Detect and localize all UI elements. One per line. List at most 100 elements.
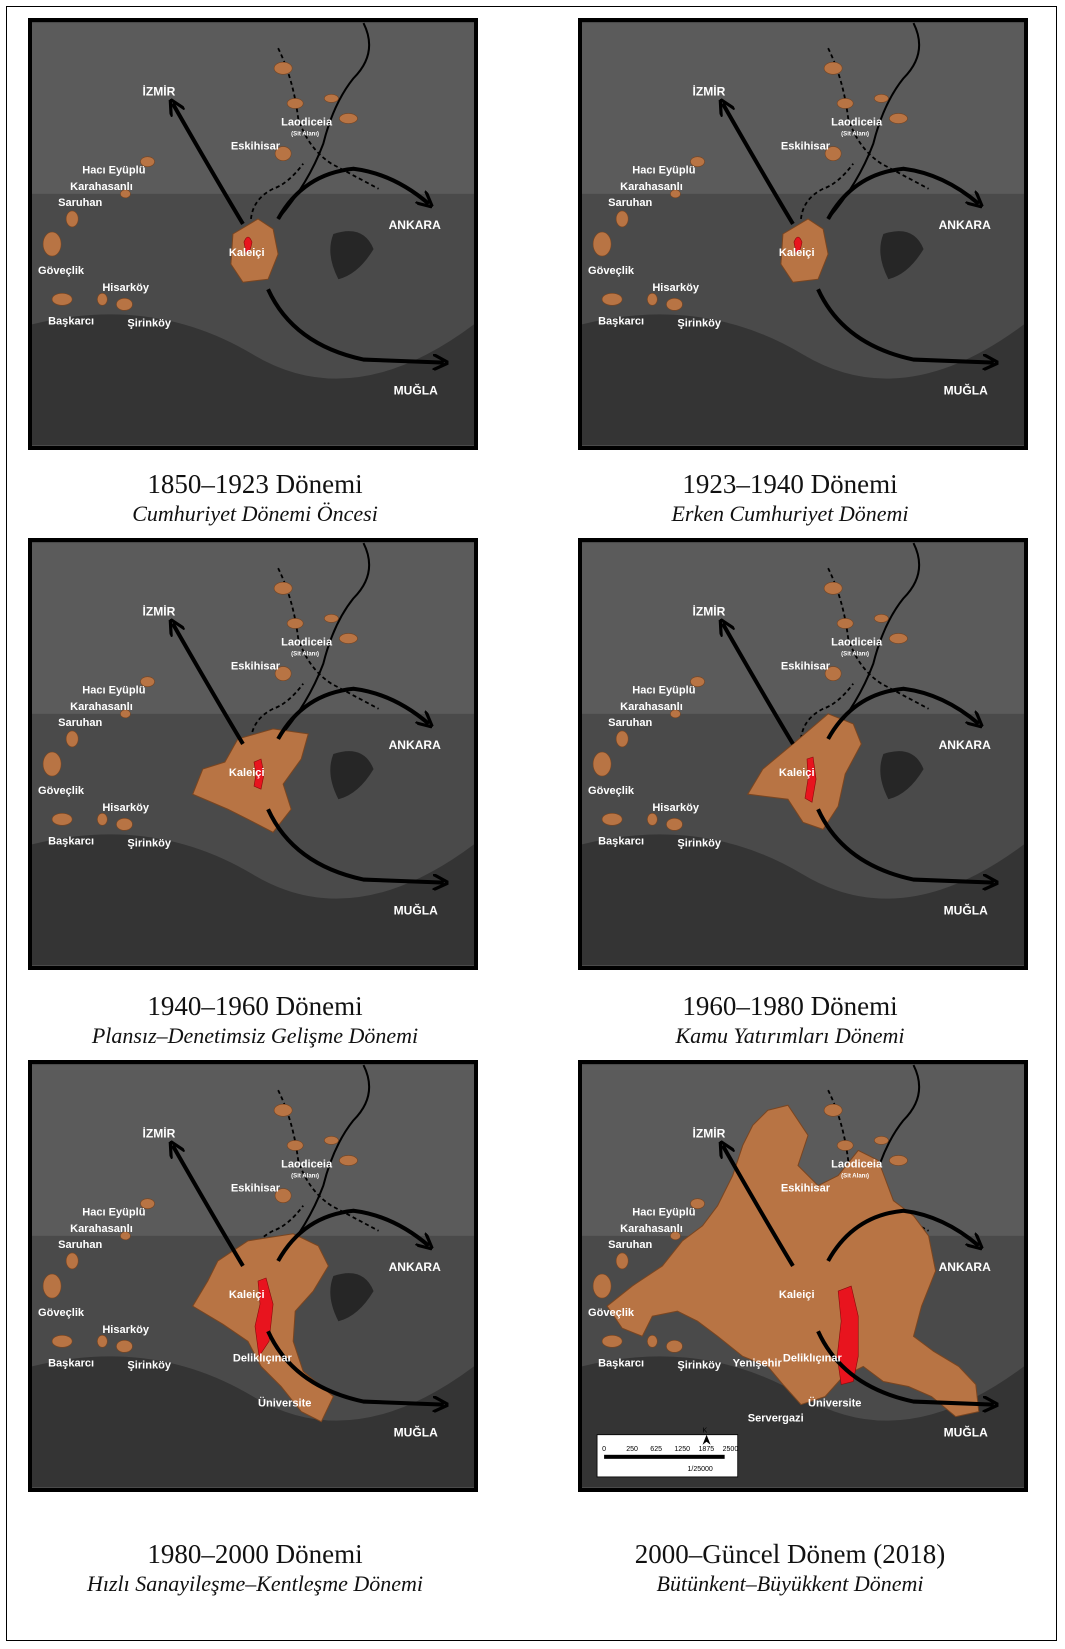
- label-saruhan: Saruhan: [58, 197, 102, 209]
- label-kaleici: Kaleiçi: [229, 1289, 265, 1301]
- dashed-road: [827, 1089, 929, 1232]
- settlement-blob: [615, 730, 629, 748]
- label-eskihisar: Eskihisar: [781, 141, 831, 153]
- label-hisarkoy: Hisarköy: [102, 802, 150, 814]
- label-mugla: MUĞLA: [394, 383, 438, 398]
- settlement-blob: [51, 292, 73, 306]
- label-laodiceia: Laodiceia: [281, 637, 333, 649]
- mugla-arrow: [266, 288, 444, 362]
- label-ankara: ANKARA: [389, 218, 441, 232]
- label-goveclik: Göveçlik: [588, 265, 635, 277]
- mugla-arrow: [816, 1330, 994, 1404]
- label-haci-eyuplu: Hacı Eyüplü: [82, 165, 145, 177]
- settlement-blob: [120, 189, 131, 199]
- label-eskihisar: Eskihisar: [231, 141, 281, 153]
- dark-water-patch: [330, 751, 374, 800]
- settlement-blob: [120, 709, 131, 719]
- label-goveclik: Göveçlik: [588, 1307, 635, 1319]
- settlement-blob: [324, 614, 339, 623]
- dashed-road-2: [250, 683, 304, 740]
- settlement-blob: [889, 113, 908, 124]
- settlement-blob: [339, 113, 358, 124]
- settlement-blob: [273, 1103, 293, 1117]
- mugla-arrow: [266, 808, 444, 882]
- settlement-blob: [615, 1252, 629, 1270]
- dashed-road-2: [250, 163, 304, 220]
- ankara-arrow: [276, 1208, 429, 1262]
- settlement-blob: [140, 676, 155, 687]
- settlement-blob: [646, 812, 658, 826]
- ankara-arrow: [826, 166, 979, 220]
- label-deliklicinar: Deliklıçınar: [783, 1352, 843, 1364]
- label-karahasanli: Karahasanlı: [620, 181, 683, 193]
- label-sit-alani: (Sit Alanı): [841, 1174, 869, 1180]
- north-arrow-icon: [702, 1434, 711, 1445]
- mountain-shadow: [582, 314, 1024, 445]
- ankara-arrow: [826, 1208, 979, 1262]
- label-haci-eyuplu: Hacı Eyüplü: [632, 165, 695, 177]
- upland-texture: [32, 23, 474, 194]
- railway-line: [277, 22, 371, 220]
- label-izmir: İZMİR: [143, 1125, 176, 1140]
- label-baskarci: Başkarcı: [48, 835, 94, 847]
- dashed-road: [827, 567, 929, 710]
- label-universite: Üniversite: [258, 1397, 311, 1410]
- label-baskarci: Başkarcı: [48, 1357, 94, 1369]
- label-eskihisar: Eskihisar: [781, 661, 831, 673]
- settlement-blob: [592, 1273, 612, 1299]
- mountain-shadow: [32, 314, 474, 445]
- mugla-arrow: [266, 1330, 444, 1404]
- figure-frame: [6, 6, 1057, 1641]
- ankara-arrow: [276, 166, 429, 220]
- label-saruhan: Saruhan: [58, 1239, 102, 1251]
- settlement-blob: [274, 146, 292, 161]
- railway-line: [277, 1064, 371, 1262]
- label-izmir: İZMİR: [693, 1125, 726, 1140]
- dashed-road: [277, 1089, 379, 1232]
- label-sit-alani: (Sit Alanı): [841, 132, 869, 138]
- settlement-blob: [889, 1155, 908, 1166]
- period-subtitle: Hızlı Sanayileşme–Kentleşme Dönemi: [86, 1571, 424, 1596]
- caption-1850-1923: 1850–1923 Dönemi Cumhuriyet Dönemi Önces…: [20, 468, 490, 528]
- settlement-blob: [42, 231, 62, 257]
- ankara-arrow: [276, 686, 429, 740]
- settlement-blob: [140, 1198, 155, 1209]
- label-laodiceia: Laodiceia: [831, 117, 883, 129]
- label-eskihisar: Eskihisar: [231, 661, 281, 673]
- map-panel-1980-2000: İZMİR ANKARA MUĞLA Laodiceia (Sit Alanı) Eski…: [28, 1060, 478, 1492]
- settlement-blob: [601, 292, 623, 306]
- map-1923-1940: İZMİR ANKARA MUĞLA Laodiceia (Sit Alanı) Eski…: [582, 22, 1024, 445]
- period-subtitle: Kamu Yatırımları Dönemi: [675, 1023, 905, 1048]
- map-1960-1980: İZMİR ANKARA MUĞLA Laodiceia (Sit Alanı) Eski…: [582, 542, 1024, 965]
- label-hisarkoy: Hisarköy: [102, 282, 150, 294]
- period-subtitle: Cumhuriyet Dönemi Öncesi: [132, 501, 378, 526]
- caption-1940-1960: 1940–1960 Dönemi Plansız–Denetimsiz Geli…: [20, 990, 490, 1050]
- label-mugla: MUĞLA: [944, 1425, 988, 1440]
- settlement-blob: [324, 94, 339, 103]
- settlement-blob: [140, 156, 155, 167]
- label-saruhan: Saruhan: [608, 1239, 652, 1251]
- settlement-blob: [874, 94, 889, 103]
- settlement-blob: [874, 614, 889, 623]
- dashed-road-2: [800, 683, 854, 740]
- label-saruhan: Saruhan: [608, 717, 652, 729]
- settlement-blob: [51, 812, 73, 826]
- scale-tick: 625: [650, 1446, 662, 1453]
- label-sit-alani: (Sit Alanı): [291, 652, 319, 658]
- map-panel-1923-1940: İZMİR ANKARA MUĞLA Laodiceia (Sit Alanı) Eski…: [578, 18, 1028, 450]
- settlement-blob: [286, 1140, 304, 1151]
- map-panel-1940-1960: İZMİR ANKARA MUĞLA Laodiceia (Sit Alanı) Eski…: [28, 538, 478, 970]
- period-title: 2000–Güncel Dönem (2018): [634, 1539, 946, 1569]
- map-panel-1960-1980: İZMİR ANKARA MUĞLA Laodiceia (Sit Alanı) Eski…: [578, 538, 1028, 970]
- map-panel-2000-2018: İZMİR ANKARA MUĞLA Laodiceia (Sit Alanı) Eski…: [578, 1060, 1028, 1492]
- izmir-arrow: [723, 623, 795, 745]
- settlement-blob: [274, 666, 292, 681]
- railway-line: [827, 22, 921, 220]
- settlement-blob: [823, 61, 843, 75]
- label-sit-alani: (Sit Alanı): [291, 132, 319, 138]
- period-subtitle: Erken Cumhuriyet Dönemi: [671, 501, 909, 526]
- caption-1960-1980: 1960–1980 Dönemi Kamu Yatırımları Dönemi: [555, 990, 1025, 1050]
- settlement-blob: [690, 156, 705, 167]
- historic-core: [253, 758, 265, 790]
- label-baskarci: Başkarcı: [598, 1357, 644, 1369]
